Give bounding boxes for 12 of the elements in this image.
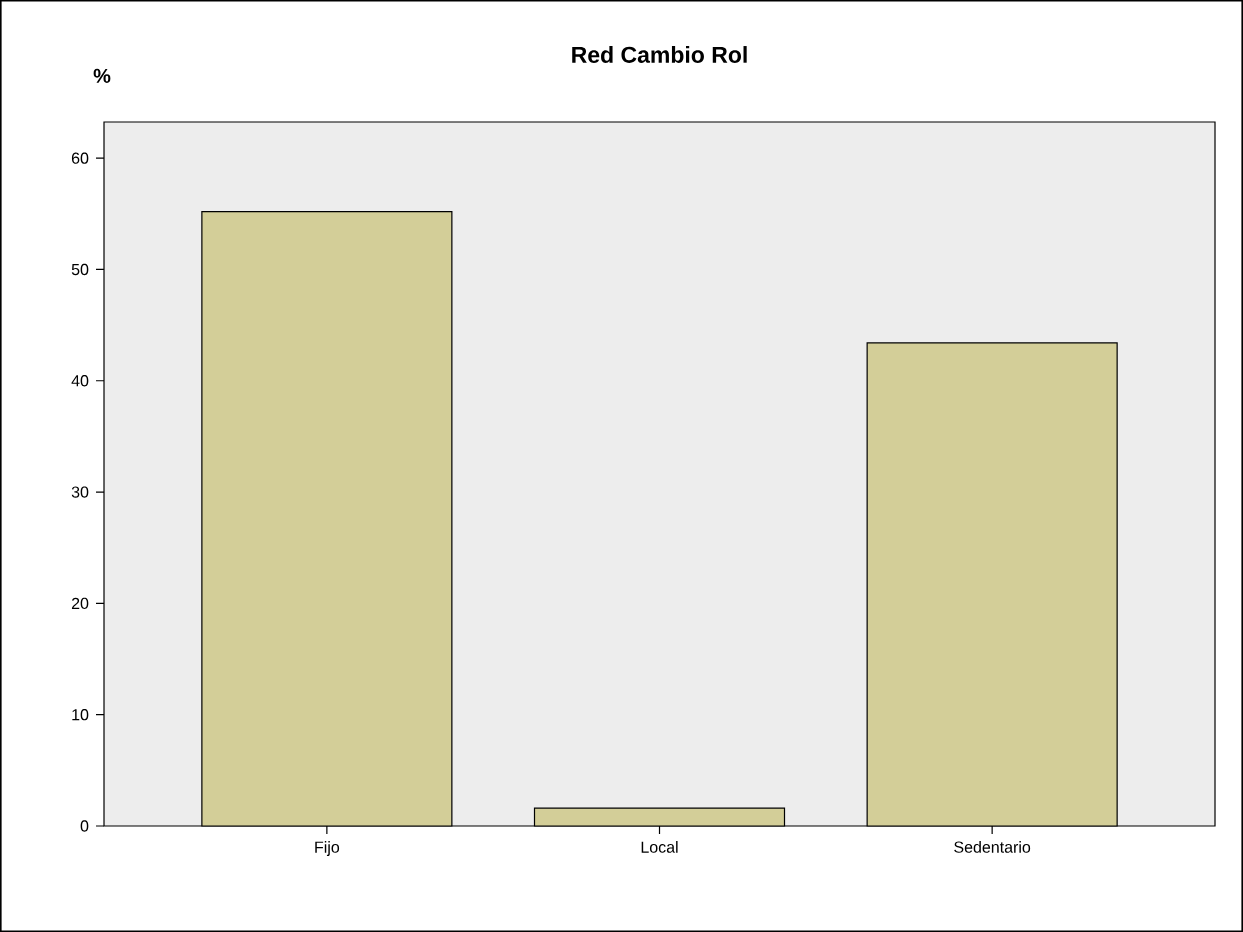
x-tick-label: Sedentario (954, 841, 1031, 853)
y-tick-label: 60 (71, 152, 89, 164)
y-tick-label: 50 (71, 263, 89, 276)
y-tick-label: 30 (71, 486, 89, 498)
x-tick-label: Local (641, 841, 678, 853)
y-tick-label: 40 (71, 375, 89, 387)
chart-title: Red Cambio Rol (572, 46, 747, 63)
y-tick-label: 10 (72, 709, 89, 721)
y-tick-label: 20 (71, 597, 89, 610)
y-tick-label: 0 (80, 820, 89, 832)
y-axis-title: % (93, 68, 111, 83)
x-tick-label: Fijo (315, 841, 340, 856)
